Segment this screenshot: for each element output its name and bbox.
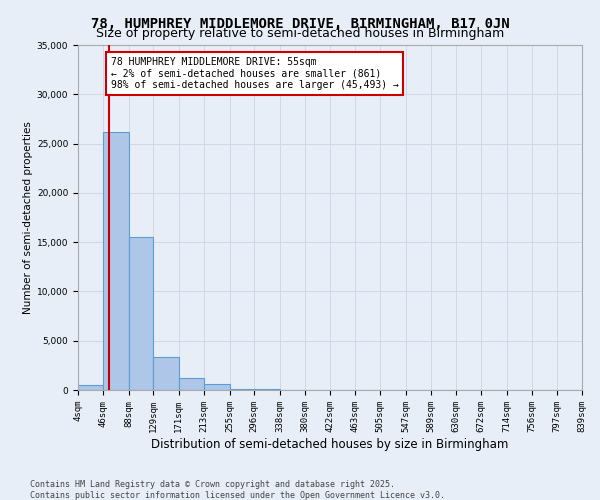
Bar (154, 358, 179, 390)
Bar (78, 385, 103, 390)
Text: Size of property relative to semi-detached houses in Birmingham: Size of property relative to semi-detach… (96, 28, 504, 40)
Bar (204, 384, 230, 390)
Bar (129, 237, 154, 390)
Bar (230, 389, 254, 390)
Text: Contains HM Land Registry data © Crown copyright and database right 2025.
Contai: Contains HM Land Registry data © Crown c… (30, 480, 445, 500)
Text: 78 HUMPHREY MIDDLEMORE DRIVE: 55sqm
← 2% of semi-detached houses are smaller (86: 78 HUMPHREY MIDDLEMORE DRIVE: 55sqm ← 2%… (110, 57, 398, 90)
Text: 78, HUMPHREY MIDDLEMORE DRIVE, BIRMINGHAM, B17 0JN: 78, HUMPHREY MIDDLEMORE DRIVE, BIRMINGHA… (91, 18, 509, 32)
Y-axis label: Number of semi-detached properties: Number of semi-detached properties (23, 121, 32, 314)
Bar (103, 132, 129, 390)
Bar (179, 378, 204, 390)
X-axis label: Distribution of semi-detached houses by size in Birmingham: Distribution of semi-detached houses by … (151, 438, 509, 450)
